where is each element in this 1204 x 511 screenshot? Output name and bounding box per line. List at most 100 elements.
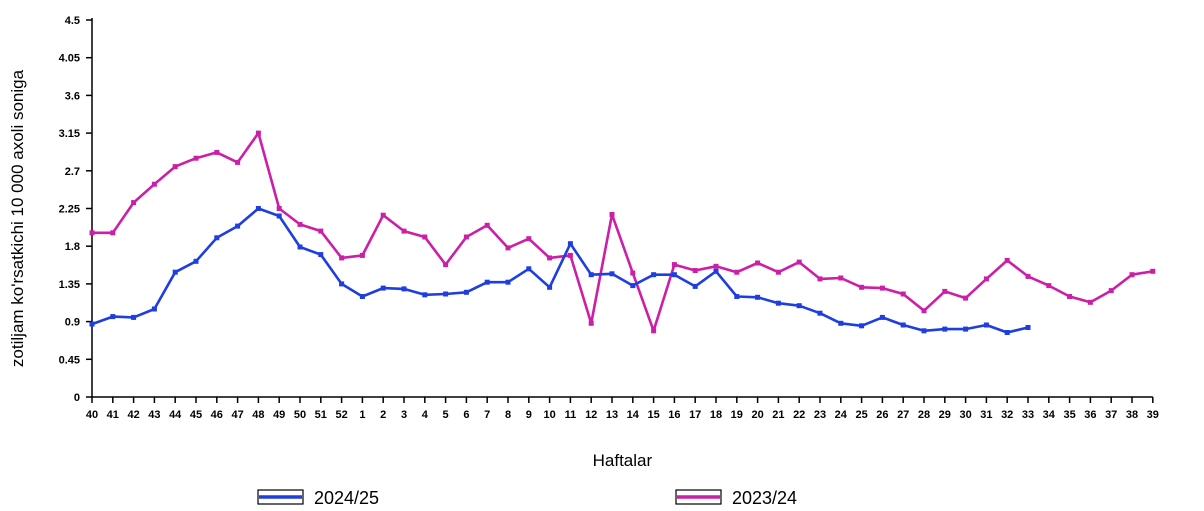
data-point	[422, 292, 428, 298]
data-point	[526, 236, 532, 242]
data-point	[235, 159, 241, 165]
x-tick-label: 17	[689, 409, 701, 421]
data-point	[734, 269, 740, 275]
data-point	[110, 314, 116, 320]
x-tick-label: 37	[1105, 409, 1117, 421]
legend-item: 2023/24	[675, 488, 797, 508]
x-tick-label: 47	[231, 409, 243, 421]
x-tick-label: 8	[505, 409, 511, 421]
x-tick-label: 20	[751, 409, 763, 421]
x-tick-label: 9	[526, 409, 532, 421]
data-point	[859, 284, 865, 290]
y-tick-label: 1.8	[65, 241, 80, 253]
series-layer	[89, 130, 1156, 335]
data-point	[484, 222, 490, 228]
data-point	[713, 268, 719, 274]
data-point	[1129, 272, 1135, 278]
data-point	[1025, 273, 1031, 279]
data-point	[151, 306, 157, 312]
data-point	[879, 285, 885, 291]
data-point	[505, 279, 511, 285]
data-point	[526, 266, 532, 272]
legend-label: 2024/25	[314, 488, 379, 508]
data-point	[817, 276, 823, 282]
y-tick-label: 3.6	[65, 90, 80, 102]
data-point	[1087, 299, 1093, 305]
y-tick-label: 1.35	[59, 279, 80, 291]
data-point	[671, 262, 677, 268]
x-tick-label: 49	[273, 409, 285, 421]
x-tick-label: 18	[710, 409, 722, 421]
data-point	[609, 211, 615, 217]
y-axis: 0 0.45 0.9 1.35 1.8 2.25 2.7 3.15 3.6 4.05 4.5	[59, 15, 93, 404]
y-axis-title: zotiljam ko'rsatkichi 10 000 axoli sonig…	[8, 69, 27, 367]
data-point	[359, 294, 365, 299]
data-point	[443, 262, 449, 268]
data-point	[339, 281, 345, 287]
x-tick-label: 4	[422, 409, 429, 421]
y-tick-label: 3.15	[59, 128, 80, 140]
x-axis-title: Haftalar	[593, 451, 653, 470]
data-point	[942, 326, 948, 332]
x-tick-label: 3	[401, 409, 407, 421]
y-tick-label: 0	[74, 392, 80, 404]
data-point	[651, 272, 657, 278]
data-point	[297, 244, 303, 250]
x-tick-label: 16	[668, 409, 680, 421]
data-point	[214, 149, 220, 155]
data-point	[692, 283, 698, 289]
data-point	[193, 155, 199, 161]
x-tick-label: 43	[148, 409, 160, 421]
data-point	[796, 259, 802, 265]
series-2024-25	[89, 206, 1031, 335]
data-point	[838, 275, 844, 281]
x-tick-label: 42	[127, 409, 139, 421]
data-point	[609, 271, 615, 277]
x-tick-label: 2	[380, 409, 386, 421]
data-point	[921, 308, 927, 314]
data-point	[484, 279, 490, 285]
x-tick-label: 14	[627, 409, 640, 421]
data-point	[1004, 330, 1010, 335]
data-point	[651, 328, 657, 334]
data-point	[796, 303, 802, 309]
x-tick-label: 11	[565, 409, 577, 421]
x-tick-label: 6	[463, 409, 469, 421]
data-point	[630, 283, 636, 289]
data-point	[276, 213, 282, 219]
x-tick-label: 5	[443, 409, 449, 421]
y-tick-label: 0.9	[65, 317, 80, 329]
data-point	[775, 300, 781, 306]
data-point	[318, 228, 324, 234]
data-point	[89, 230, 95, 236]
x-tick-label: 41	[107, 409, 119, 421]
x-tick-label: 32	[1001, 409, 1013, 421]
data-point	[963, 326, 969, 332]
x-tick-label: 50	[294, 409, 306, 421]
data-point	[734, 294, 740, 299]
x-tick-label: 26	[876, 409, 888, 421]
x-tick-label: 10	[543, 409, 555, 421]
data-point	[1150, 268, 1156, 274]
data-point	[963, 295, 969, 301]
x-tick-label: 27	[897, 409, 909, 421]
x-tick-label: 34	[1043, 409, 1056, 421]
data-point	[255, 206, 261, 211]
x-tick-label: 44	[169, 409, 182, 421]
x-tick-label: 39	[1147, 409, 1159, 421]
x-tick-label: 21	[772, 409, 784, 421]
data-point	[838, 320, 844, 326]
data-point	[942, 288, 948, 294]
series-line	[92, 131, 1154, 333]
data-point	[630, 270, 636, 276]
data-point	[879, 314, 885, 320]
legend: 2024/25 2023/24	[257, 488, 797, 508]
data-point	[671, 272, 677, 278]
data-point	[339, 255, 345, 261]
data-point	[110, 230, 116, 236]
data-point	[235, 223, 241, 229]
series-line	[91, 207, 1029, 334]
x-tick-label: 15	[647, 409, 659, 421]
data-point	[755, 294, 761, 300]
